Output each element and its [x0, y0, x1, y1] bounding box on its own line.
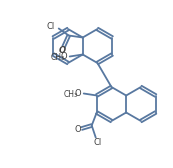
Text: O: O: [59, 46, 66, 55]
Text: CH₃: CH₃: [64, 90, 78, 99]
Text: O: O: [74, 89, 81, 98]
Text: Cl: Cl: [47, 22, 55, 31]
Text: Cl: Cl: [94, 138, 102, 147]
Text: O: O: [60, 52, 67, 61]
Text: O: O: [74, 125, 81, 134]
Text: CH₃: CH₃: [51, 53, 65, 62]
